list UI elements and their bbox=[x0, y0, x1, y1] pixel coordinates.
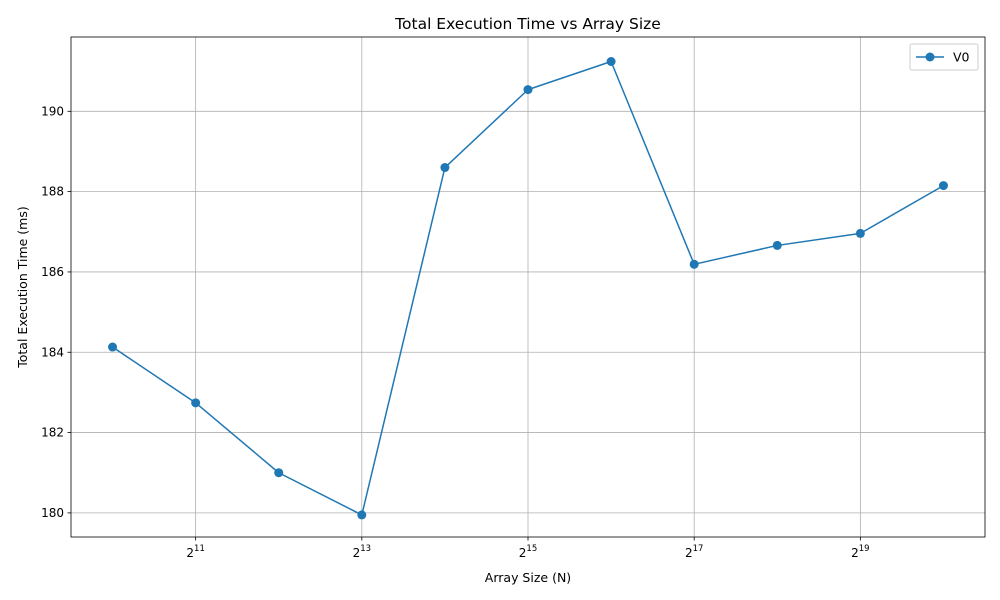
x-tick-exponent: 19 bbox=[859, 544, 870, 554]
x-tick-base: 2 bbox=[519, 546, 527, 560]
x-tick-exponent: 13 bbox=[360, 544, 371, 554]
legend-label-v0: V0 bbox=[953, 50, 970, 65]
x-tick-label: 217 bbox=[685, 544, 703, 560]
x-tick-base: 2 bbox=[685, 546, 693, 560]
x-tick-label: 219 bbox=[851, 544, 869, 560]
data-point bbox=[440, 163, 450, 173]
y-tick-label: 180 bbox=[41, 506, 64, 520]
x-axis-label: Array Size (N) bbox=[485, 570, 571, 585]
legend-marker-v0 bbox=[925, 52, 935, 62]
y-tick-label: 190 bbox=[41, 104, 64, 118]
data-point bbox=[855, 228, 865, 238]
data-point bbox=[274, 468, 284, 478]
y-axis-ticks: 180 182 184 186 188 190 bbox=[41, 104, 71, 520]
chart-title: Total Execution Time vs Array Size bbox=[394, 15, 661, 33]
legend: V0 bbox=[909, 43, 979, 71]
data-point bbox=[191, 398, 201, 408]
data-point bbox=[523, 85, 533, 95]
series-layer bbox=[108, 56, 948, 520]
y-tick-label: 186 bbox=[41, 265, 64, 279]
grid-lines bbox=[71, 37, 985, 537]
y-tick-label: 184 bbox=[41, 345, 64, 359]
x-tick-exponent: 17 bbox=[693, 544, 704, 554]
data-point bbox=[108, 342, 118, 352]
x-tick-label: 213 bbox=[353, 544, 371, 560]
data-point bbox=[357, 510, 367, 520]
x-tick-exponent: 15 bbox=[526, 544, 537, 554]
x-tick-exponent: 11 bbox=[194, 544, 205, 554]
x-tick-base: 2 bbox=[851, 546, 859, 560]
y-axis-label: Total Execution Time (ms) bbox=[15, 206, 30, 369]
data-point bbox=[689, 259, 699, 269]
y-tick-label: 182 bbox=[41, 426, 64, 440]
x-tick-base: 2 bbox=[186, 546, 194, 560]
x-tick-label: 211 bbox=[186, 544, 204, 560]
y-tick-label: 188 bbox=[41, 185, 64, 199]
x-axis-ticks: 211 213 215 217 219 bbox=[186, 537, 870, 560]
data-point bbox=[938, 181, 948, 191]
x-tick-base: 2 bbox=[353, 546, 361, 560]
data-point bbox=[772, 240, 782, 250]
x-tick-label: 215 bbox=[519, 544, 537, 560]
data-point bbox=[606, 56, 616, 66]
